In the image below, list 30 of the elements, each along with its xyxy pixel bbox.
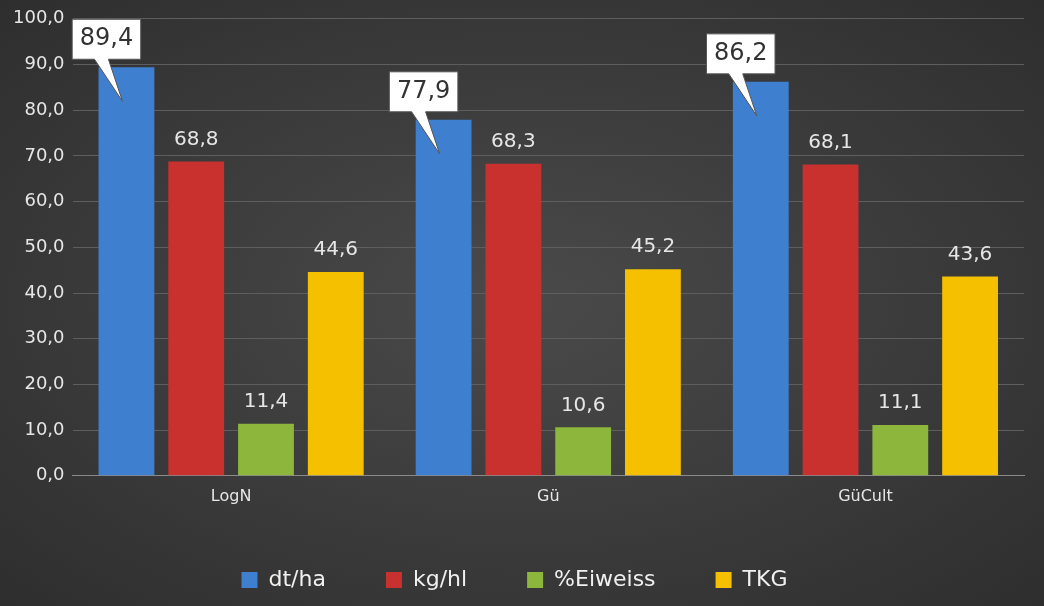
data-label: 43,6 bbox=[947, 240, 993, 265]
data-label: 44,6 bbox=[313, 236, 359, 261]
x-tick-label: LogN bbox=[210, 485, 252, 505]
y-tick-label: 30,0 bbox=[24, 326, 65, 348]
y-tick-label: 70,0 bbox=[24, 143, 65, 165]
data-label: 45,2 bbox=[630, 233, 676, 258]
legend-label: kg/hl bbox=[412, 565, 468, 591]
data-label: 10,6 bbox=[560, 391, 606, 416]
data-label: 68,1 bbox=[808, 128, 853, 153]
y-tick-label: 90,0 bbox=[24, 52, 65, 74]
y-tick-label: 100,0 bbox=[13, 6, 65, 28]
legend-label: %Eiweiss bbox=[554, 565, 656, 591]
data-label: 86,2 bbox=[714, 38, 768, 67]
data-label: 89,4 bbox=[79, 23, 134, 52]
data-label: 68,3 bbox=[491, 127, 536, 152]
x-tick-label: Gü bbox=[536, 485, 560, 505]
legend-label: dt/ha bbox=[268, 565, 326, 591]
y-tick-label: 40,0 bbox=[24, 280, 65, 302]
y-tick-label: 0,0 bbox=[35, 463, 65, 485]
y-tick-label: 50,0 bbox=[24, 234, 65, 256]
x-tick-label: GüCult bbox=[838, 485, 893, 505]
y-tick-label: 20,0 bbox=[24, 372, 65, 394]
y-tick-label: 60,0 bbox=[24, 189, 65, 211]
data-label: 77,9 bbox=[396, 76, 451, 105]
y-tick-label: 10,0 bbox=[24, 417, 65, 439]
data-label: 11,4 bbox=[243, 387, 289, 412]
data-label: 68,8 bbox=[173, 125, 219, 150]
legend-label: TKG bbox=[741, 565, 788, 591]
y-tick-label: 80,0 bbox=[24, 97, 65, 119]
data-label: 11,1 bbox=[878, 389, 923, 414]
